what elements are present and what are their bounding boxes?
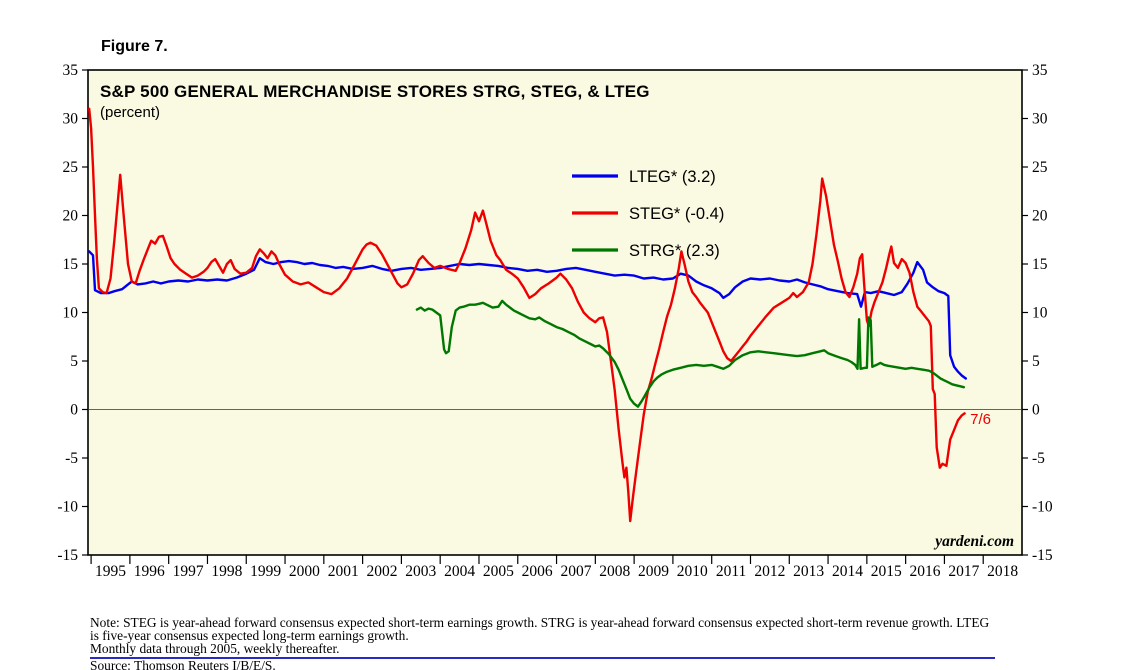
figure-label: Figure 7.: [101, 38, 168, 55]
y-tick-label-right: 5: [1032, 353, 1040, 370]
y-tick-label-right: 10: [1032, 305, 1048, 322]
series-line-steg: [87, 107, 966, 523]
y-tick-label-right: 20: [1032, 208, 1048, 225]
legend-label-steg: STEG* (-0.4): [629, 205, 724, 223]
y-tick-label-left: 5: [70, 353, 78, 370]
series-line-lteg: [87, 250, 967, 380]
y-tick-label-left: 20: [63, 208, 79, 225]
plot-area: [87, 69, 1023, 556]
y-tick-label-right: 25: [1032, 159, 1048, 176]
x-tick-label: 2017: [948, 563, 979, 580]
x-tick-label: 1997: [173, 563, 204, 580]
legend-label-lteg: LTEG* (3.2): [629, 168, 716, 186]
x-tick-label: 2001: [328, 563, 359, 580]
y-tick-label-right: 15: [1032, 256, 1048, 273]
y-tick-label-right: -10: [1032, 499, 1053, 516]
x-tick-label: 2011: [716, 563, 746, 580]
x-tick-label: 1998: [211, 563, 242, 580]
x-tick-label: 2010: [677, 563, 708, 580]
chart-title: S&P 500 GENERAL MERCHANDISE STORES STRG,…: [100, 82, 650, 101]
note-frequency: Monthly data through 2005, weekly therea…: [90, 640, 340, 656]
x-tick-label: 1995: [95, 563, 126, 580]
x-tick-label: 2008: [599, 563, 630, 580]
y-tick-label-right: 0: [1032, 402, 1040, 419]
branding-yardeni: yardeni.com: [933, 533, 1014, 550]
series-line-strg: [415, 299, 965, 408]
y-tick-label-left: 10: [63, 305, 79, 322]
y-tick-label-right: 35: [1032, 62, 1048, 79]
x-tick-label: 2016: [910, 563, 941, 580]
x-tick-label: 2013: [793, 563, 824, 580]
y-tick-label-left: 0: [70, 402, 78, 419]
x-tick-label: 2007: [560, 563, 591, 580]
y-tick-label-left: -5: [65, 450, 78, 467]
latest-date-annotation: 7/6: [970, 411, 991, 428]
x-tick-label: 2005: [483, 563, 514, 580]
legend-label-strg: STRG* (2.3): [629, 242, 720, 260]
x-tick-label: 1999: [250, 563, 281, 580]
note-source: Source: Thomson Reuters I/B/E/S.: [90, 658, 276, 670]
x-tick-label: 2012: [754, 563, 785, 580]
y-tick-label-left: 30: [63, 111, 79, 128]
y-tick-label-left: -10: [57, 499, 78, 516]
x-tick-label: 2003: [405, 563, 436, 580]
y-tick-label-left: 15: [63, 256, 79, 273]
x-tick-label: 2002: [367, 563, 398, 580]
x-tick-label: 2006: [522, 563, 553, 580]
divider: [90, 657, 995, 660]
chart-notes: Note: STEG is year-ahead forward consens…: [90, 615, 995, 670]
y-tick-label-right: -15: [1032, 547, 1053, 564]
y-tick-label-right: -5: [1032, 450, 1045, 467]
line-chart: -15 -15 -10 -10 -5 -5 0 0 5 5 10 10 15 15 20 20 25 25 30 30…: [57, 62, 1053, 580]
x-tick-label: 2015: [871, 563, 902, 580]
y-tick-label-left: -15: [57, 547, 78, 564]
x-tick-label: 2014: [832, 563, 863, 580]
x-tick-label: 2018: [987, 563, 1018, 580]
note-definitions: Note: STEG is year-ahead forward consens…: [90, 615, 990, 643]
x-tick-label: 2004: [444, 563, 475, 580]
chart-subtitle: (percent): [100, 104, 160, 121]
x-tick-label: 1996: [134, 563, 165, 580]
y-tick-label-left: 35: [63, 62, 79, 79]
y-tick-label-right: 30: [1032, 111, 1048, 128]
y-tick-label-left: 25: [63, 159, 79, 176]
x-tick-label: 2009: [638, 563, 669, 580]
x-tick-label: 2000: [289, 563, 320, 580]
